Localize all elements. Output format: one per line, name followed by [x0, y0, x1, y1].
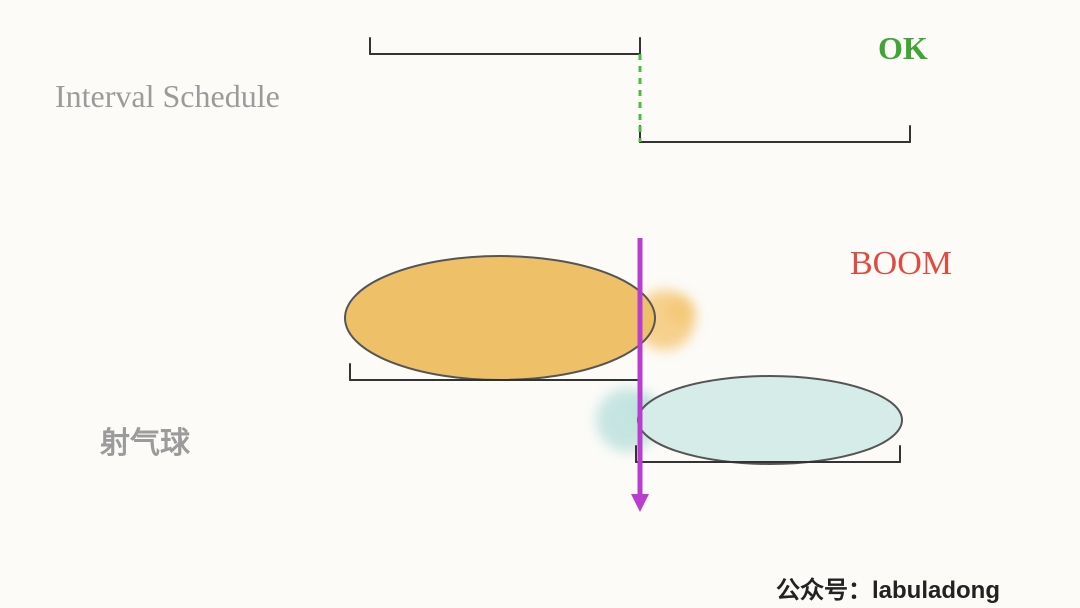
balloon-orange [345, 256, 655, 380]
shoot-balloon-label: 射气球 [100, 418, 190, 462]
interval-bracket-2 [640, 126, 910, 142]
boom-label: BOOM [850, 245, 952, 283]
interval-bracket-1 [370, 38, 640, 54]
ok-label: OK [878, 30, 928, 67]
balloon-teal [638, 376, 902, 464]
credit-label: 公众号：labuladong [776, 570, 1000, 605]
arrow-head [631, 494, 649, 512]
title-label: Interval Schedule [55, 78, 280, 115]
splat-orange-b [667, 298, 694, 325]
